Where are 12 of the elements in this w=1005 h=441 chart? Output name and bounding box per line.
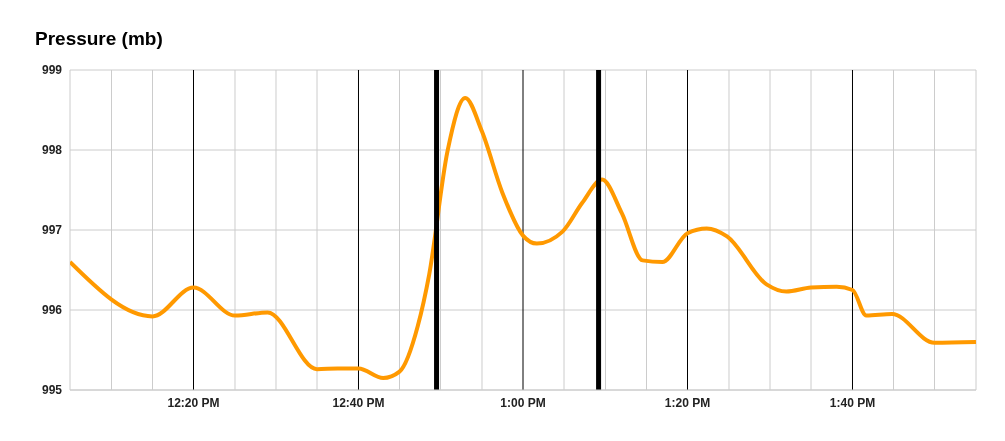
- x-tick-label: 1:40 PM: [829, 395, 876, 410]
- x-tick-label: 1:00 PM: [500, 395, 546, 410]
- y-tick-label: 999: [41, 63, 63, 78]
- y-tick-label: 997: [41, 223, 63, 238]
- y-tick-label: 996: [41, 303, 63, 318]
- x-tick-label: 1:20 PM: [664, 395, 711, 410]
- chart-title: Pressure (mb): [35, 28, 163, 50]
- x-tick-label: 12:20 PM: [167, 395, 220, 410]
- y-tick-label: 995: [41, 383, 63, 398]
- line-series: [70, 96, 976, 380]
- x-tick-label: 12:40 PM: [332, 395, 385, 410]
- y-tick-label: 998: [41, 143, 63, 158]
